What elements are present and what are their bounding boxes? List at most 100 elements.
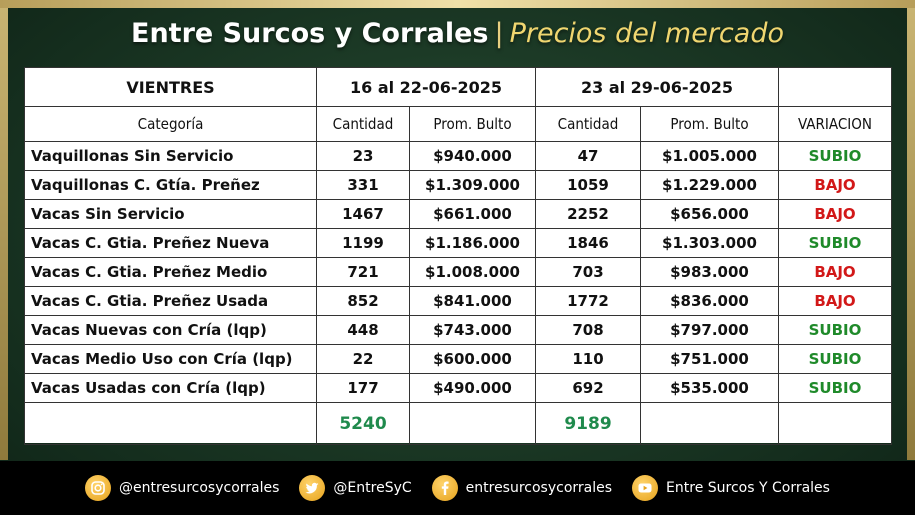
cell-cantidad1: 448 xyxy=(316,315,410,345)
totals-row: 5240 9189 xyxy=(24,402,892,445)
cell-categoria: Vacas Usadas con Cría (lqp) xyxy=(24,373,317,403)
cell-prom1: $490.000 xyxy=(409,373,536,403)
table-row: Vaquillonas Sin Servicio 23 $940.000 47 … xyxy=(24,141,892,171)
cell-prom1: $1.008.000 xyxy=(409,257,536,287)
header-row-periods: VIENTRES 16 al 22-06-2025 23 al 29-06-20… xyxy=(24,67,892,107)
youtube-link[interactable]: Entre Surcos Y Corrales xyxy=(632,475,830,501)
cell-cantidad2: 692 xyxy=(535,373,641,403)
frame-top xyxy=(0,0,915,8)
frame-left xyxy=(0,8,8,460)
cell-cantidad2: 1059 xyxy=(535,170,641,200)
empty-header-cell xyxy=(778,67,892,107)
facebook-link[interactable]: entresurcosycorrales xyxy=(431,475,613,501)
instagram-link[interactable]: @entresurcosycorrales xyxy=(85,475,279,501)
youtube-channel: Entre Surcos Y Corrales xyxy=(666,480,830,496)
cell-categoria: Vacas Medio Uso con Cría (lqp) xyxy=(24,344,317,374)
col-header-cantidad2: Cantidad xyxy=(535,106,641,142)
cell-cantidad1: 852 xyxy=(316,286,410,316)
table-row: Vacas Sin Servicio 1467 $661.000 2252 $6… xyxy=(24,199,892,229)
frame-right xyxy=(907,8,915,460)
table-row: Vacas Usadas con Cría (lqp) 177 $490.000… xyxy=(24,373,892,403)
col-header-cantidad1: Cantidad xyxy=(316,106,410,142)
cell-prom2: $1.229.000 xyxy=(640,170,779,200)
title-main: Entre Surcos y Corrales xyxy=(131,18,489,49)
total-empty-cell xyxy=(640,402,779,445)
cell-prom2: $1.005.000 xyxy=(640,141,779,171)
period1-header: 16 al 22-06-2025 xyxy=(316,67,536,107)
twitter-link[interactable]: @EntreSyC xyxy=(299,475,412,501)
col-header-categoria: Categoría xyxy=(24,106,317,142)
cell-prom2: $1.303.000 xyxy=(640,228,779,258)
cell-prom1: $743.000 xyxy=(409,315,536,345)
cell-variacion: SUBIO xyxy=(778,228,892,258)
col-header-prom2: Prom. Bulto xyxy=(640,106,779,142)
cell-prom2: $535.000 xyxy=(640,373,779,403)
table-row: Vacas C. Gtia. Preñez Medio 721 $1.008.0… xyxy=(24,257,892,287)
cell-cantidad2: 1772 xyxy=(535,286,641,316)
title-subtitle: Precios del mercado xyxy=(509,18,784,49)
cell-prom1: $661.000 xyxy=(409,199,536,229)
cell-prom2: $797.000 xyxy=(640,315,779,345)
cell-cantidad2: 1846 xyxy=(535,228,641,258)
youtube-icon xyxy=(632,475,659,501)
table-row: Vacas C. Gtia. Preñez Nueva 1199 $1.186.… xyxy=(24,228,892,258)
cell-prom1: $940.000 xyxy=(409,141,536,171)
cell-categoria: Vacas C. Gtia. Preñez Nueva xyxy=(24,228,317,258)
cell-cantidad2: 47 xyxy=(535,141,641,171)
col-header-prom1: Prom. Bulto xyxy=(409,106,536,142)
cell-cantidad1: 23 xyxy=(316,141,410,171)
cell-categoria: Vacas Nuevas con Cría (lqp) xyxy=(24,315,317,345)
cell-cantidad2: 708 xyxy=(535,315,641,345)
cell-variacion: BAJO xyxy=(778,257,892,287)
cell-prom2: $983.000 xyxy=(640,257,779,287)
cell-variacion: SUBIO xyxy=(778,373,892,403)
cell-cantidad1: 22 xyxy=(316,344,410,374)
total-cantidad1: 5240 xyxy=(316,402,410,445)
table-row: Vacas Medio Uso con Cría (lqp) 22 $600.0… xyxy=(24,344,892,374)
title-separator: | xyxy=(494,18,504,49)
price-table: VIENTRES 16 al 22-06-2025 23 al 29-06-20… xyxy=(24,67,892,445)
table-row: Vacas C. Gtia. Preñez Usada 852 $841.000… xyxy=(24,286,892,316)
table-row: Vaquillonas C. Gtía. Preñez 331 $1.309.0… xyxy=(24,170,892,200)
col-header-variacion: VARIACION xyxy=(778,106,892,142)
total-cantidad2: 9189 xyxy=(535,402,641,445)
instagram-icon xyxy=(85,475,112,501)
table-row: Vacas Nuevas con Cría (lqp) 448 $743.000… xyxy=(24,315,892,345)
cell-categoria: Vacas C. Gtia. Preñez Usada xyxy=(24,286,317,316)
cell-cantidad1: 177 xyxy=(316,373,410,403)
cell-prom1: $841.000 xyxy=(409,286,536,316)
total-empty-cell xyxy=(778,402,892,445)
cell-cantidad1: 1467 xyxy=(316,199,410,229)
cell-cantidad1: 1199 xyxy=(316,228,410,258)
instagram-handle: @entresurcosycorrales xyxy=(119,480,280,496)
header-row-columns: Categoría Cantidad Prom. Bulto Cantidad … xyxy=(24,106,892,142)
period2-header: 23 al 29-06-2025 xyxy=(535,67,779,107)
page-title: Entre Surcos y Corrales | Precios del merc… xyxy=(0,18,915,49)
cell-variacion: SUBIO xyxy=(778,315,892,345)
cell-prom2: $656.000 xyxy=(640,199,779,229)
facebook-icon xyxy=(431,475,458,501)
section-label: VIENTRES xyxy=(24,67,317,107)
cell-variacion: SUBIO xyxy=(778,344,892,374)
cell-cantidad2: 703 xyxy=(535,257,641,287)
cell-variacion: BAJO xyxy=(778,199,892,229)
cell-prom2: $751.000 xyxy=(640,344,779,374)
cell-cantidad2: 2252 xyxy=(535,199,641,229)
total-empty-cell xyxy=(24,402,317,445)
cell-prom1: $600.000 xyxy=(409,344,536,374)
cell-cantidad1: 331 xyxy=(316,170,410,200)
cell-prom1: $1.309.000 xyxy=(409,170,536,200)
social-footer: @entresurcosycorrales @EntreSyC entresur… xyxy=(0,461,915,515)
cell-variacion: SUBIO xyxy=(778,141,892,171)
cell-categoria: Vacas Sin Servicio xyxy=(24,199,317,229)
cell-cantidad2: 110 xyxy=(535,344,641,374)
cell-variacion: BAJO xyxy=(778,170,892,200)
cell-categoria: Vacas C. Gtia. Preñez Medio xyxy=(24,257,317,287)
total-empty-cell xyxy=(409,402,536,445)
cell-cantidad1: 721 xyxy=(316,257,410,287)
twitter-handle: @EntreSyC xyxy=(333,480,412,496)
cell-prom2: $836.000 xyxy=(640,286,779,316)
facebook-handle: entresurcosycorrales xyxy=(465,480,613,496)
twitter-icon xyxy=(299,475,326,501)
cell-categoria: Vaquillonas Sin Servicio xyxy=(24,141,317,171)
